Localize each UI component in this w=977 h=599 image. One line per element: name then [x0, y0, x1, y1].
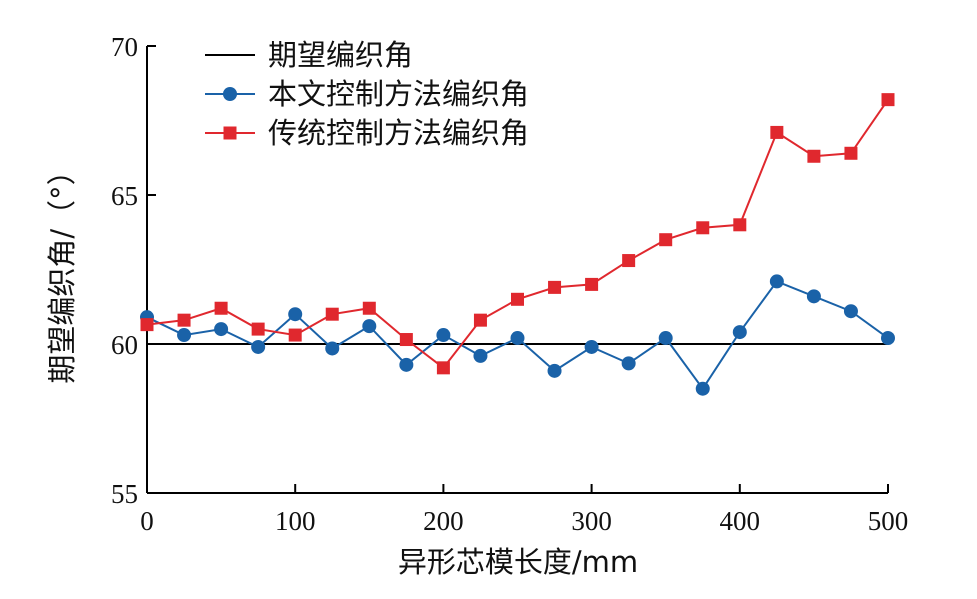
data-point [881, 93, 895, 107]
data-point [399, 357, 414, 372]
y-tick-label: 65 [111, 181, 138, 211]
y-axis-label: 期望编织角/（°） [45, 156, 79, 383]
series-1 [140, 274, 895, 396]
data-point [770, 125, 784, 139]
data-point [251, 322, 265, 336]
series-layer [140, 93, 895, 396]
legend-item: 本文控制方法编织角 [205, 77, 529, 111]
axes: 0 100 200 300 400 500 55 60 65 70 [111, 32, 908, 536]
data-point [547, 363, 562, 378]
data-point [325, 307, 339, 321]
data-point [214, 301, 228, 315]
data-point [511, 292, 524, 306]
x-tick-label: 400 [720, 506, 761, 536]
legend-marker [223, 87, 237, 101]
data-point [473, 348, 488, 363]
legend-item: 期望编织角 [205, 38, 413, 72]
data-point [843, 304, 858, 319]
data-point [177, 328, 192, 343]
data-point [622, 254, 636, 268]
y-tick-label: 55 [111, 479, 138, 509]
legend-label: 传统控制方法编织角 [268, 116, 529, 150]
data-point [584, 339, 599, 354]
data-point [621, 356, 636, 371]
x-tick-label: 100 [275, 506, 316, 536]
data-point [325, 341, 340, 356]
y-tick-label: 70 [111, 32, 138, 62]
data-point [806, 289, 821, 304]
x-axis-label: 异形芯模长度/mm [398, 545, 638, 579]
y-tick-label: 60 [111, 330, 138, 360]
legend-item: 传统控制方法编织角 [205, 116, 529, 150]
legend-label: 本文控制方法编织角 [268, 77, 529, 111]
data-point [585, 277, 599, 291]
data-point [881, 331, 895, 346]
data-point [436, 361, 450, 375]
data-point [399, 333, 413, 347]
data-point [177, 313, 191, 327]
data-point [288, 328, 302, 342]
data-point [548, 280, 562, 294]
data-point [436, 328, 451, 343]
data-point [251, 339, 266, 354]
data-point [733, 218, 747, 232]
data-point [214, 322, 229, 337]
data-point [696, 221, 710, 235]
x-tick-label: 300 [571, 506, 612, 536]
data-point [695, 381, 710, 396]
data-point [807, 149, 821, 163]
data-point [362, 319, 377, 334]
x-tick-label: 500 [868, 506, 909, 536]
data-point [659, 233, 673, 247]
x-tick-label: 0 [140, 506, 154, 536]
data-point [769, 274, 784, 289]
x-tick-label: 200 [423, 506, 464, 536]
data-point [140, 318, 154, 332]
data-point [844, 146, 858, 160]
data-point [362, 301, 376, 315]
data-point [473, 313, 487, 327]
data-point [510, 331, 525, 346]
data-point [732, 325, 747, 340]
series-2 [140, 93, 895, 375]
legend-label: 期望编织角 [268, 38, 413, 72]
data-point [288, 307, 303, 322]
data-point [658, 331, 673, 346]
legend-marker [223, 126, 237, 140]
